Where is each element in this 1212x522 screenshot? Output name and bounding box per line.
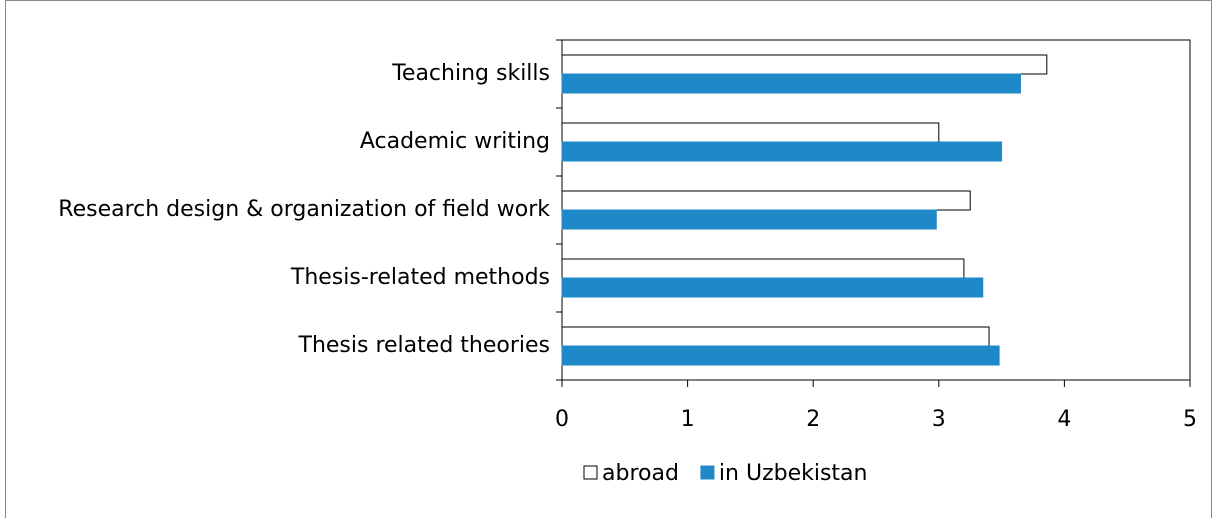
y-tick-label: Thesis related theories xyxy=(298,333,550,358)
bar xyxy=(561,73,1021,94)
bar xyxy=(561,345,1000,366)
bar xyxy=(561,209,937,230)
y-tick-label: Thesis-related methods xyxy=(290,265,550,290)
bar xyxy=(561,54,1048,75)
x-tick-label: 4 xyxy=(1057,407,1071,432)
x-tick-label: 2 xyxy=(806,407,820,432)
y-tick-label: Teaching skills xyxy=(391,61,550,86)
bar xyxy=(561,122,940,143)
x-tick-label: 3 xyxy=(932,407,946,432)
bar xyxy=(561,326,990,347)
bar xyxy=(561,190,971,211)
legend-swatch xyxy=(583,465,598,480)
x-tick-label: 0 xyxy=(555,407,569,432)
legend-label: in Uzbekistan xyxy=(719,461,868,486)
x-tick-label: 5 xyxy=(1183,407,1197,432)
y-tick-label: Research design & organization of field … xyxy=(58,197,550,222)
legend-label: abroad xyxy=(602,461,679,486)
y-tick-label: Academic writing xyxy=(360,129,550,154)
x-tick-label: 1 xyxy=(681,407,695,432)
legend-swatch xyxy=(700,465,715,480)
bar xyxy=(561,277,984,298)
bar xyxy=(561,141,1003,162)
bar xyxy=(561,258,965,279)
